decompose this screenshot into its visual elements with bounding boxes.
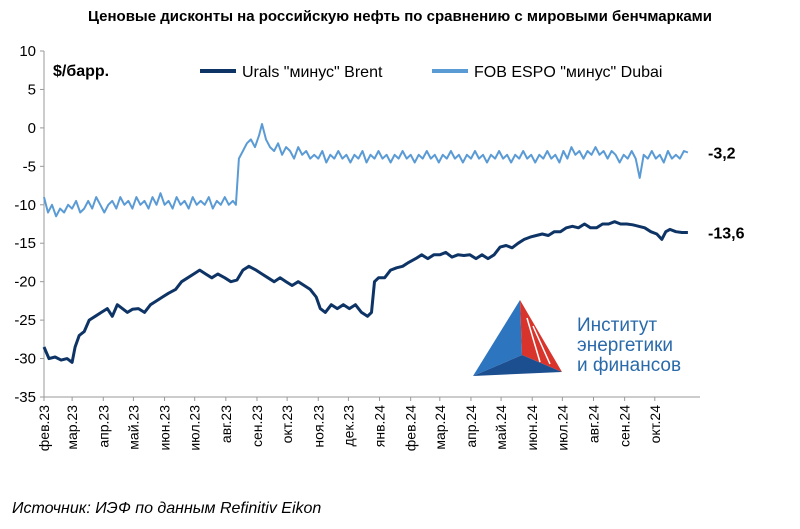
series-line-espo [43,123,689,218]
series-end-label: -13,6 [708,225,745,242]
logo-text-line-3: и финансов [577,355,682,376]
y-tick-label: -20 [14,274,36,291]
x-tick-label: май.24 [493,405,509,450]
logo-text-line-1: Институт [577,315,658,336]
y-tick-label: -25 [14,312,36,329]
x-tick-label: окт.23 [279,405,295,444]
x-tick-label: окт.24 [647,405,663,444]
x-tick-label: июн.23 [157,405,173,451]
chart-title: Ценовые дисконты на российскую нефть по … [88,8,712,25]
y-axis-unit-label: $/барр. [53,63,109,80]
legend: $/барр. Urals "минус" Brent FOB ESPO "мину… [53,63,662,81]
legend-label: Urals "минус" Brent [242,64,383,81]
series-end-label: -3,2 [708,145,736,162]
y-tick-label: -15 [14,235,36,252]
logo-shape [473,300,522,376]
x-tick-label: май.23 [125,405,141,450]
x-tick-label: мар.23 [64,405,80,450]
y-tick-label: -10 [14,197,36,214]
x-axis: фев.23 мар.23 апр.23 май.23 июн.23 июл.23 авг.… [36,396,700,451]
logo-stroke [526,317,541,363]
y-tick-label: -5 [23,158,36,175]
x-tick-label: сен.23 [249,405,265,447]
legend-label: FOB ESPO "минус" Dubai [474,64,662,81]
x-tick-label: апр.24 [463,405,479,448]
logo-stroke [532,325,551,365]
x-tick-label: июн.24 [524,405,540,451]
x-tick-label: авг.23 [218,405,234,443]
logo-shape [473,355,562,376]
x-tick-label: фев.23 [36,405,52,451]
x-tick-label: дек.23 [340,405,356,447]
logo-text-line-2: энергетики [577,335,674,356]
y-tick-label: -35 [14,389,36,406]
logo-shape [520,300,562,372]
x-tick-label: июл.24 [554,405,570,451]
x-tick-label: апр.23 [95,405,111,448]
x-tick-label: июл.23 [187,405,203,451]
x-tick-label: мар.24 [432,405,448,450]
x-tick-label: сен.24 [617,405,633,447]
y-tick-label: 0 [28,120,36,137]
y-tick-label: 10 [19,43,36,60]
y-axis: 10 5 0 -5 -10 -15 -20 -25 -30 -35 [14,43,45,406]
x-tick-label: фев.24 [403,405,419,451]
y-tick-label: 5 [28,81,36,98]
x-tick-label: ноя.23 [310,405,326,448]
series-layer: -13,6 -3,2 [42,123,745,364]
y-tick-label: -30 [14,351,36,368]
x-tick-label: янв.24 [372,405,388,447]
logo-mark [473,300,562,376]
series-line-urals [42,220,688,364]
x-tick-label: авг.24 [586,405,602,443]
source-note: Источник: ИЭФ по данным Refinitiv Eikon [12,500,322,517]
